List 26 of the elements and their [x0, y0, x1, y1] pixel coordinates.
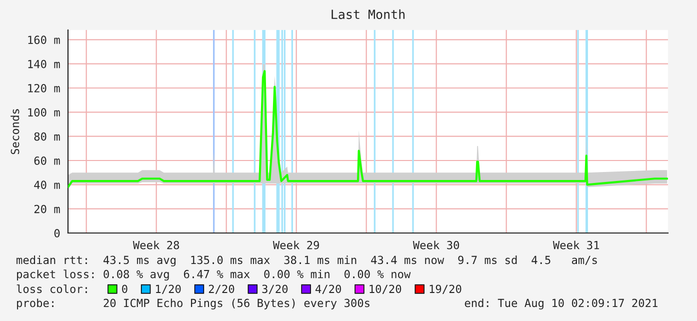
legend-label: 4/20 [316, 284, 341, 294]
legend-label: 2/20 [208, 284, 234, 294]
x-tick-label: Week 30 [412, 240, 460, 250]
x-tick-label: Week 28 [132, 240, 180, 250]
legend-label: 10/20 [370, 284, 402, 294]
chart-title: Last Month [332, 9, 405, 20]
y-tick-label: 20 m [34, 204, 60, 214]
legend-label: 3/20 [262, 284, 288, 294]
y-axis-title: Seconds [10, 109, 20, 154]
x-tick-label: Week 29 [272, 240, 319, 250]
legend-label: 0 [122, 284, 128, 294]
text: median rtt: 43.5 ms avg 135.0 ms max 38.1 ms min 43.4 ms now 9.7 ms sd 4.5 am/s [16, 256, 597, 266]
text: packet loss: 0.08 % avg 6.47 % max 0.00 % min 0.00 % now [17, 270, 411, 281]
y-tick-label: 40 m [34, 180, 60, 190]
y-tick-label: 80 m [34, 132, 60, 141]
y-tick-label: 140 m [28, 60, 60, 68]
y-tick-label: 120 m [28, 84, 60, 92]
y-tick-label: 60 m [34, 156, 60, 165]
text: probe: 20 ICMP Echo Pings (56 Bytes) every 300s end: Tue Aug 10 02:09:17 2021 [17, 298, 658, 310]
legend-label: 1/20 [156, 284, 181, 294]
y-tick-label: 160 m [28, 36, 60, 44]
x-tick-label: Week 31 [552, 240, 599, 250]
text: loss color: [16, 284, 87, 294]
legend-label: 19/20 [430, 284, 462, 294]
y-tick-label: 100 m [28, 108, 60, 117]
y-tick-label: 0 [54, 229, 60, 238]
